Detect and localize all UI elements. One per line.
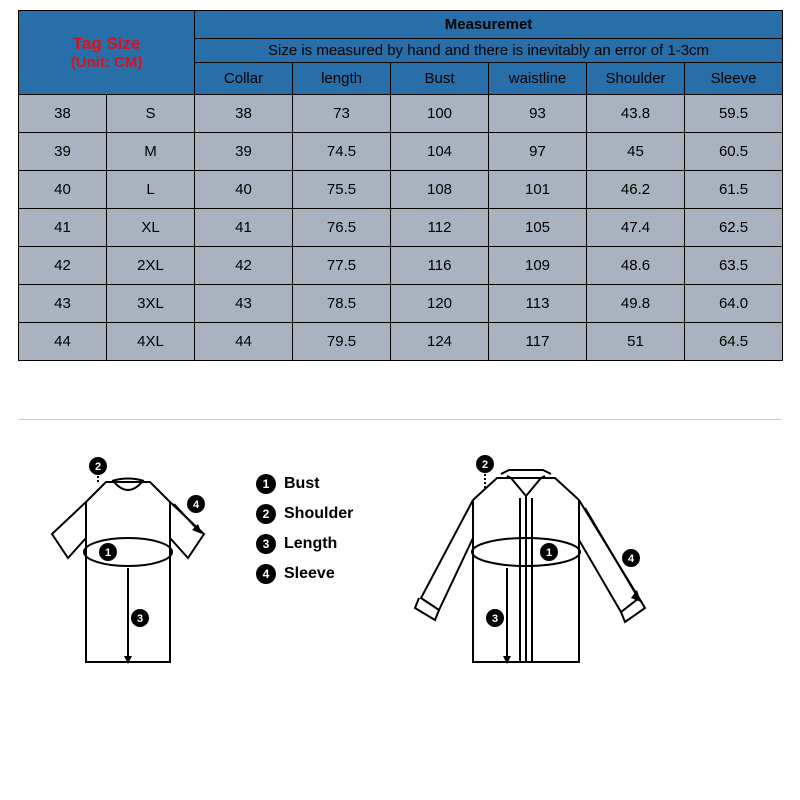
cell: 46.2 — [587, 171, 685, 209]
cell: 48.6 — [587, 247, 685, 285]
cell: 64.5 — [685, 323, 783, 361]
cell: 124 — [391, 323, 489, 361]
svg-text:3: 3 — [492, 613, 498, 625]
cell: 64.0 — [685, 285, 783, 323]
svg-text:1: 1 — [105, 547, 111, 559]
col-bust: Bust — [391, 63, 489, 95]
cell: 2XL — [107, 247, 195, 285]
cell: 59.5 — [685, 95, 783, 133]
cell: 108 — [391, 171, 489, 209]
table-row: 38S38731009343.859.5 — [19, 95, 783, 133]
cell: 93 — [489, 95, 587, 133]
cell: 45 — [587, 133, 685, 171]
table-row: 422XL4277.511610948.663.5 — [19, 247, 783, 285]
cell: 79.5 — [293, 323, 391, 361]
cell: 97 — [489, 133, 587, 171]
legend-label: Sleeve — [284, 565, 335, 583]
col-sleeve: Sleeve — [685, 63, 783, 95]
cell: 42 — [195, 247, 293, 285]
cell: 3XL — [107, 285, 195, 323]
cell: 40 — [19, 171, 107, 209]
cell: 105 — [489, 209, 587, 247]
cell: 44 — [195, 323, 293, 361]
cell: 62.5 — [685, 209, 783, 247]
cell: 104 — [391, 133, 489, 171]
svg-text:2: 2 — [95, 461, 101, 473]
cell: 47.4 — [587, 209, 685, 247]
svg-text:1: 1 — [546, 547, 552, 559]
cell: 77.5 — [293, 247, 391, 285]
cell: 113 — [489, 285, 587, 323]
measurement-note: Size is measured by hand and there is in… — [195, 39, 783, 63]
table-row: 40L4075.510810146.261.5 — [19, 171, 783, 209]
cell: 112 — [391, 209, 489, 247]
cell: L — [107, 171, 195, 209]
cell: 4XL — [107, 323, 195, 361]
tag-size-unit: (Unit: CM) — [19, 54, 194, 71]
table-row: 444XL4479.51241175164.5 — [19, 323, 783, 361]
table-row: 41XL4176.511210547.462.5 — [19, 209, 783, 247]
cell: 42 — [19, 247, 107, 285]
cell: 43.8 — [587, 95, 685, 133]
cell: 76.5 — [293, 209, 391, 247]
cell: 63.5 — [685, 247, 783, 285]
diagram-row: 1 2 3 4 1 Bust 2 Shoulder 3 Length 4 Sle — [18, 420, 782, 678]
cell: 109 — [489, 247, 587, 285]
legend-label: Length — [284, 535, 337, 553]
cell: 73 — [293, 95, 391, 133]
legend-num: 4 — [256, 564, 276, 584]
tshirt-diagram: 1 2 3 4 — [28, 448, 228, 678]
tag-size-title: Tag Size — [19, 34, 194, 54]
cell: 43 — [195, 285, 293, 323]
svg-text:4: 4 — [193, 499, 200, 511]
cell: 61.5 — [685, 171, 783, 209]
cell: 38 — [19, 95, 107, 133]
measurement-title: Measuremet — [195, 11, 783, 39]
cell: 39 — [195, 133, 293, 171]
diagram-legend: 1 Bust 2 Shoulder 3 Length 4 Sleeve — [256, 448, 353, 584]
legend-item: 3 Length — [256, 534, 353, 554]
cell: 117 — [489, 323, 587, 361]
cell: 44 — [19, 323, 107, 361]
cell: 40 — [195, 171, 293, 209]
col-shoulder: Shoulder — [587, 63, 685, 95]
col-collar: Collar — [195, 63, 293, 95]
cell: 41 — [195, 209, 293, 247]
legend-label: Bust — [284, 475, 320, 493]
cell: 78.5 — [293, 285, 391, 323]
col-length: length — [293, 63, 391, 95]
svg-text:3: 3 — [137, 613, 143, 625]
cell: XL — [107, 209, 195, 247]
cell: 51 — [587, 323, 685, 361]
cell: 49.8 — [587, 285, 685, 323]
dress-shirt-diagram: 1 2 3 4 — [381, 448, 671, 678]
cell: 43 — [19, 285, 107, 323]
legend-num: 3 — [256, 534, 276, 554]
cell: 39 — [19, 133, 107, 171]
svg-text:4: 4 — [628, 553, 635, 565]
cell: 74.5 — [293, 133, 391, 171]
cell: 101 — [489, 171, 587, 209]
cell: 100 — [391, 95, 489, 133]
table-row: 433XL4378.512011349.864.0 — [19, 285, 783, 323]
legend-num: 2 — [256, 504, 276, 524]
cell: S — [107, 95, 195, 133]
size-table: Tag Size (Unit: CM) Measuremet Size is m… — [18, 10, 783, 361]
legend-item: 1 Bust — [256, 474, 353, 494]
cell: 116 — [391, 247, 489, 285]
cell: 60.5 — [685, 133, 783, 171]
legend-item: 4 Sleeve — [256, 564, 353, 584]
col-waistline: waistline — [489, 63, 587, 95]
cell: 38 — [195, 95, 293, 133]
legend-item: 2 Shoulder — [256, 504, 353, 524]
cell: 75.5 — [293, 171, 391, 209]
cell: M — [107, 133, 195, 171]
svg-text:2: 2 — [482, 459, 488, 471]
legend-label: Shoulder — [284, 505, 353, 523]
tag-size-header: Tag Size (Unit: CM) — [19, 11, 195, 95]
cell: 41 — [19, 209, 107, 247]
cell: 120 — [391, 285, 489, 323]
legend-num: 1 — [256, 474, 276, 494]
table-row: 39M3974.5104974560.5 — [19, 133, 783, 171]
